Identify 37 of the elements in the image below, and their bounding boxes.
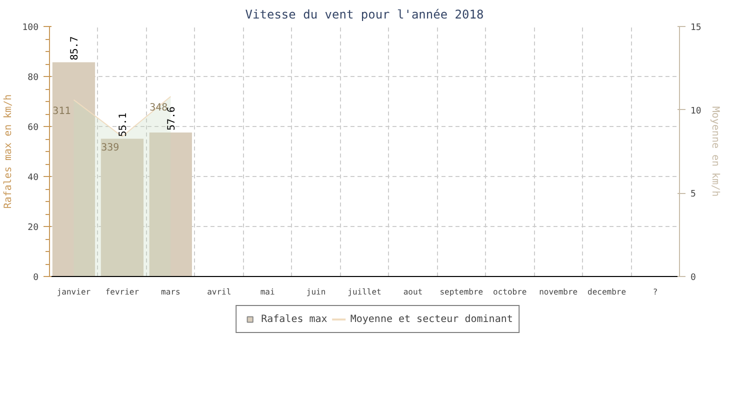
x-tick-label: octobre <box>493 288 527 296</box>
bar <box>100 138 144 276</box>
x-tick-label: mai <box>260 288 275 296</box>
x-tick-label: decembre <box>588 288 626 296</box>
data-label: 57.6 <box>166 106 178 130</box>
data-label: 85.7 <box>70 36 81 60</box>
bar <box>149 132 192 276</box>
y2-axis-title: Moyenne en km/h <box>709 106 720 197</box>
x-tick-label: avril <box>207 288 232 296</box>
x-tick-label: ? <box>652 288 658 296</box>
chart-title: Vitesse du vent pour l'année 2018 <box>245 8 484 22</box>
x-tick-label: aout <box>403 288 423 296</box>
y2-tick-label: 0 <box>690 273 696 283</box>
y2-tick-label: 5 <box>690 190 696 200</box>
annotation: 348 <box>150 102 168 114</box>
x-tick-label: novembre <box>539 288 578 296</box>
legend-label: Rafales max <box>261 314 328 324</box>
x-tick-label: septembre <box>440 288 484 296</box>
y-tick-label: 40 <box>28 173 39 183</box>
x-tick-label: janvier <box>56 288 91 296</box>
y-tick-label: 100 <box>22 23 39 33</box>
y-tick-label: 80 <box>28 73 39 83</box>
x-tick-label: fevrier <box>105 288 140 296</box>
x-tick-label: juin <box>306 288 326 296</box>
bar <box>52 62 96 276</box>
y-axis-title: Rafales max en km/h <box>3 94 14 209</box>
y-tick-label: 20 <box>28 223 39 233</box>
y2-tick-label: 10 <box>690 106 702 116</box>
x-tick-label: juillet <box>348 288 382 296</box>
annotation: 339 <box>101 142 120 154</box>
y-tick-label: 60 <box>28 123 39 133</box>
x-tick-label: mars <box>161 288 180 296</box>
y2-tick-label: 15 <box>690 23 702 33</box>
y-tick-label: 0 <box>33 273 39 283</box>
annotation: 311 <box>52 106 71 117</box>
data-label: 55.1 <box>118 112 130 137</box>
legend-label: Moyenne et secteur dominant <box>350 314 513 324</box>
